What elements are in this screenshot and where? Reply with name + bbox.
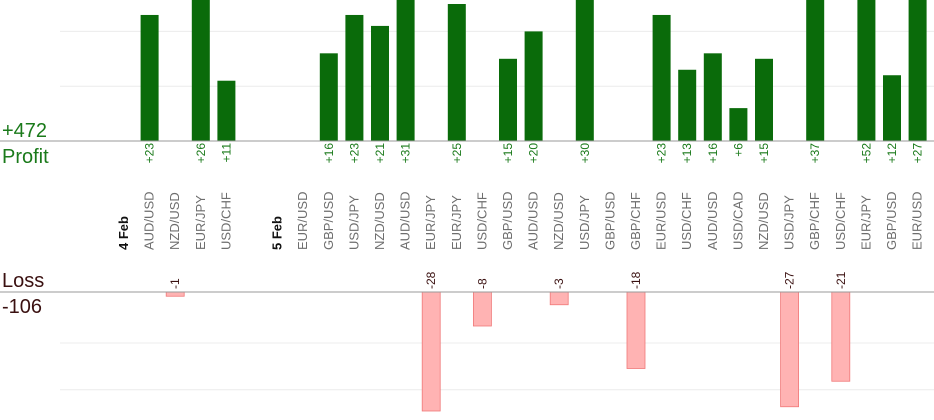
profit-bar-9 [345,14,364,142]
profit-value-label-15: +15 [501,143,515,164]
category-label-19: GBP/USD [602,191,617,250]
profit-value-label-31: +27 [911,143,925,164]
profit-bar-1 [140,14,159,142]
profit-label: Profit [2,146,49,168]
category-label-14: USD/CHF [474,192,489,250]
profit-value-label-22: +13 [680,143,694,164]
loss-value-label-26: -27 [783,271,797,289]
profit-value-label-11: +31 [399,143,413,164]
loss-value-label-20: -18 [629,271,643,289]
loss-bar-28 [831,291,851,382]
profit-value-label-9: +23 [347,143,361,164]
category-label-24: USD/CAD [730,191,745,250]
category-label-25: NZD/USD [756,192,771,250]
loss-total: -106 [2,296,42,318]
date-label-6: 5 Feb [270,216,285,250]
loss-value-label-28: -21 [834,271,848,289]
profit-bar-11 [396,0,415,142]
loss-bar-14 [472,291,492,327]
profit-bar-8 [319,53,338,141]
profit-value-label-4: +11 [219,143,233,163]
category-label-17: NZD/USD [551,192,566,250]
profit-bar-18 [575,0,594,141]
category-label-8: GBP/USD [321,191,336,250]
loss-value-label-12: -28 [424,271,438,289]
category-label-30: GBP/USD [884,191,899,250]
category-label-2: NZD/USD [167,192,182,250]
category-label-20: GBP/CHF [628,192,643,250]
profit-bar-22 [678,69,697,141]
category-label-11: AUD/USD [398,191,413,250]
loss-label: Loss [2,270,44,292]
profit-bar-23 [703,53,722,141]
profit-bar-10 [371,25,389,142]
category-label-1: AUD/USD [142,191,157,250]
category-label-22: USD/CHF [679,192,694,250]
profit-value-label-3: +26 [194,143,208,164]
profit-bar-4 [217,80,236,141]
category-label-29: EUR/JPY [858,195,873,250]
profit-value-label-24: +6 [731,143,745,157]
profit-value-label-21: +23 [655,143,669,164]
loss-bar-20 [626,291,646,369]
loss-bar-2 [165,291,185,297]
profit-value-label-18: +30 [578,143,592,164]
category-label-18: USD/JPY [577,195,592,250]
loss-value-label-17: -3 [552,278,566,289]
profit-bar-13 [447,4,466,141]
category-label-31: EUR/USD [910,191,925,250]
category-label-23: AUD/USD [705,191,720,250]
gridlines [60,30,934,391]
profit-value-label-8: +16 [322,143,336,164]
profit-value-label-13: +25 [450,143,464,164]
category-label-15: GBP/USD [500,191,515,250]
profit-value-label-30: +12 [885,143,899,164]
labels: +472 Profit Loss -106 4 Feb AUD/USD +23 NZD… [2,120,925,318]
category-label-4: USD/CHF [218,192,233,250]
profit-value-label-16: +20 [527,143,541,164]
category-label-12: EUR/JPY [423,195,438,250]
bars [140,0,927,412]
category-label-13: EUR/JPY [449,195,464,250]
profit-bar-30 [883,75,901,141]
category-label-7: EUR/USD [295,191,310,250]
category-label-26: USD/JPY [782,195,797,250]
profit-bar-29 [857,0,876,141]
profit-bar-21 [652,14,671,142]
loss-value-label-14: -8 [475,278,489,289]
category-label-10: NZD/USD [372,192,387,250]
profit-total: +472 [2,120,47,142]
profit-value-label-1: +23 [143,143,157,164]
category-label-16: AUD/USD [526,191,541,250]
profit-bar-27 [806,0,825,141]
date-label-0: 4 Feb [116,216,131,250]
profit-bar-16 [524,31,543,141]
profit-bar-31 [908,0,927,142]
category-label-27: GBP/CHF [807,192,822,250]
loss-bar-17 [549,291,569,306]
loss-bar-12 [421,291,441,412]
category-label-3: EUR/JPY [193,195,208,250]
profit-bar-24 [729,108,748,141]
profit-value-label-25: +15 [757,143,771,164]
category-label-9: USD/JPY [346,195,361,250]
category-label-21: EUR/USD [654,191,669,250]
profit-value-label-10: +21 [373,143,387,164]
profit-value-label-27: +37 [808,143,822,164]
category-label-28: USD/CHF [833,192,848,250]
profit-bar-15 [499,58,517,141]
axes [0,140,934,293]
profit-bar-25 [755,58,773,141]
profit-value-label-29: +52 [859,143,873,164]
profit-value-label-23: +16 [706,143,720,164]
loss-value-label-2: -1 [168,278,182,289]
profit-bar-3 [191,0,210,141]
loss-bar-26 [780,291,799,408]
